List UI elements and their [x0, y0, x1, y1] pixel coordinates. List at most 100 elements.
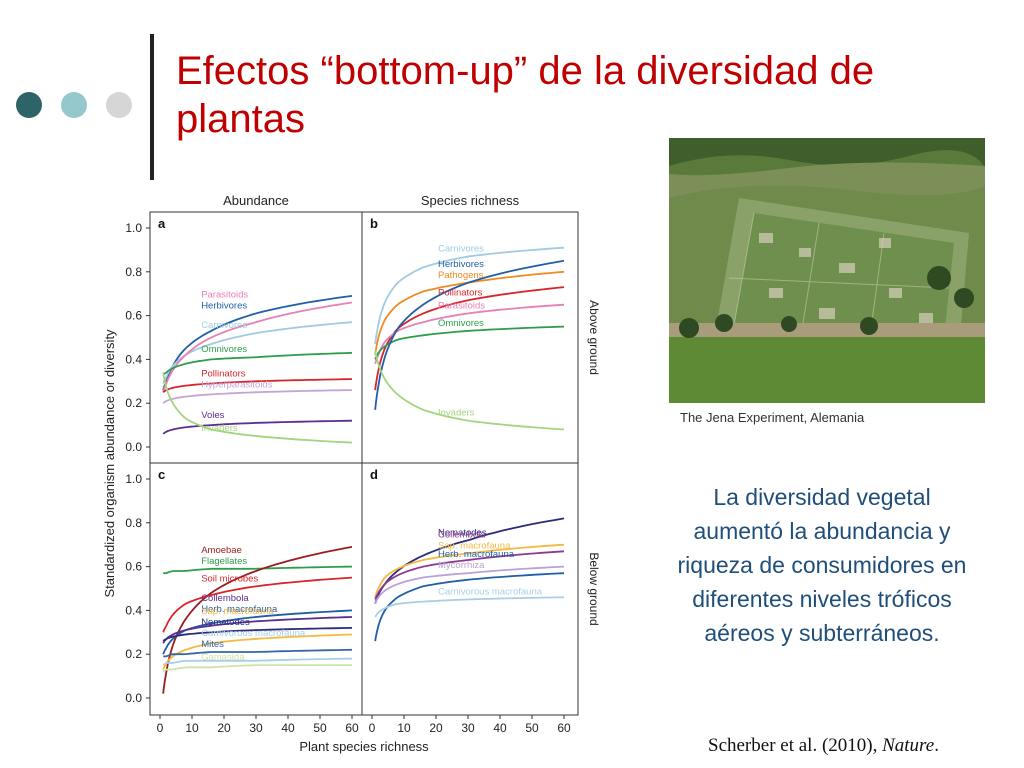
y-axis-label: Standardized organism abundance or diver… [102, 329, 117, 598]
series-label: Nematodes [438, 527, 487, 538]
series-label: Soil microbes [201, 573, 258, 584]
series-label: Herb. macrofauna [201, 604, 278, 615]
series-label: Pollinators [438, 287, 483, 298]
y-tick-label: 1.0 [125, 221, 142, 235]
row-label-above-ground: Above ground [587, 300, 601, 375]
series-label: Voles [201, 410, 224, 421]
series-line-c-nematodes [162, 627, 353, 642]
series-line-d-mycorrhiza [374, 565, 565, 605]
y-tick-label: 0.6 [125, 560, 142, 574]
series-line-c-herb-macrofauna [162, 609, 353, 655]
x-tick-label: 0 [157, 721, 164, 735]
series-label: Collembola [438, 529, 486, 540]
y-tick-label: 0.2 [125, 647, 142, 661]
series-label: Amoebae [201, 545, 242, 556]
series-line-c-carnivorous-macrofauna [162, 657, 353, 666]
series-label: Carnivores [438, 243, 484, 254]
series-line-a-invaders [162, 372, 353, 444]
slide-title: Efectos “bottom-up” de la diversidad de … [176, 49, 875, 141]
x-tick-label: 30 [461, 721, 475, 735]
series-line-c-gamasida [162, 664, 352, 673]
y-tick-label: 0.8 [125, 265, 142, 279]
series-line-b-invaders [374, 350, 565, 431]
panel-label-a: a [158, 216, 166, 231]
series-label: Pollinators [201, 368, 246, 379]
y-tick-label: 0.8 [125, 516, 142, 530]
series-line-d-sap-macrofauna [374, 543, 565, 598]
series-label: Invaders [201, 423, 238, 434]
row-label-below-ground: Below ground [587, 552, 601, 625]
dot-light [106, 92, 132, 118]
series-label: Hyperparasitoids [201, 379, 273, 390]
y-tick-label: 0.4 [125, 352, 142, 366]
series-label: Carnivores [201, 320, 247, 331]
citation-end: . [934, 735, 939, 756]
series-label: Carnivorous macrofauna [201, 628, 306, 639]
panel-label-c: c [158, 467, 165, 482]
series-label: Nematodes [201, 617, 250, 628]
series-label: Omnivores [438, 318, 484, 329]
x-tick-label: 50 [525, 721, 539, 735]
series-label: Collembola [201, 593, 249, 604]
citation-authors: Scherber et al. (2010), [708, 735, 883, 756]
series-line-a-voles [162, 419, 353, 435]
x-tick-label: 20 [217, 721, 231, 735]
series-line-a-omnivores [162, 351, 353, 376]
x-tick-label: 10 [185, 721, 199, 735]
citation: Scherber et al. (2010), Nature. [708, 735, 939, 757]
y-tick-label: 0.6 [125, 309, 142, 323]
y-tick-label: 0.0 [125, 691, 142, 705]
x-tick-label: 40 [281, 721, 295, 735]
series-line-c-soil-microbes [162, 576, 353, 633]
panel-label-b: b [370, 216, 378, 231]
column-title-richness: Species richness [421, 193, 520, 208]
x-tick-label: 60 [345, 721, 359, 735]
panel-label-d: d [370, 467, 378, 482]
series-label: Pathogens [438, 270, 484, 281]
series-line-b-carnivores [374, 246, 565, 345]
series-label: Omnivores [201, 344, 247, 355]
field-photo [669, 138, 985, 403]
series-line-d-herb-macrofauna [374, 572, 565, 642]
series-line-c-amoebae [162, 546, 353, 694]
x-tick-label: 30 [249, 721, 263, 735]
series-line-c-flagellates [163, 565, 353, 575]
series-label: Herb. macrofauna [438, 549, 515, 560]
series-line-c-sap-macrofauna [162, 633, 353, 670]
x-tick-label: 0 [369, 721, 376, 735]
x-tick-label: 50 [313, 721, 327, 735]
x-axis-label: Plant species richness [299, 739, 429, 754]
series-label: Sap. macrofauna [201, 606, 274, 617]
series-label: Carnivorous macrofauna [438, 586, 543, 597]
series-line-d-carnivorous-macrofauna [374, 596, 565, 618]
photo-caption: The Jena Experiment, Alemania [680, 410, 865, 425]
column-title-abundance: Abundance [223, 193, 289, 208]
title-divider [150, 34, 154, 180]
series-line-b-herbivores [374, 259, 565, 410]
x-tick-label: 10 [397, 721, 411, 735]
series-line-a-pollinators [162, 378, 353, 393]
x-tick-label: 20 [429, 721, 443, 735]
series-label: Herbivores [438, 259, 484, 270]
scherber-figure: Abundance Species richness Above ground Bel… [102, 193, 601, 754]
citation-journal: Nature [882, 735, 935, 756]
series-label: Flagellates [201, 556, 247, 567]
dot-dark [16, 92, 42, 118]
dot-mid [61, 92, 87, 118]
series-line-b-pathogens [374, 270, 565, 356]
series-line-b-parasitoids [374, 303, 565, 365]
series-label: Mycorrhiza [438, 560, 485, 571]
description-text: La diversidad vegetal aumentó la abundan… [677, 484, 967, 646]
series-label: Parasitoids [201, 289, 248, 300]
x-tick-label: 60 [557, 721, 571, 735]
series-label: Invaders [438, 408, 475, 419]
y-tick-label: 0.0 [125, 440, 142, 454]
series-line-c-mites [163, 648, 353, 658]
series-line-c-collembola [162, 616, 353, 644]
series-line-a-hyperparasitoids [162, 389, 353, 404]
y-tick-label: 1.0 [125, 472, 142, 486]
series-label: Gamasida [201, 652, 245, 663]
x-tick-label: 40 [493, 721, 507, 735]
series-line-a-carnivores [162, 321, 353, 384]
y-tick-label: 0.2 [125, 396, 142, 410]
